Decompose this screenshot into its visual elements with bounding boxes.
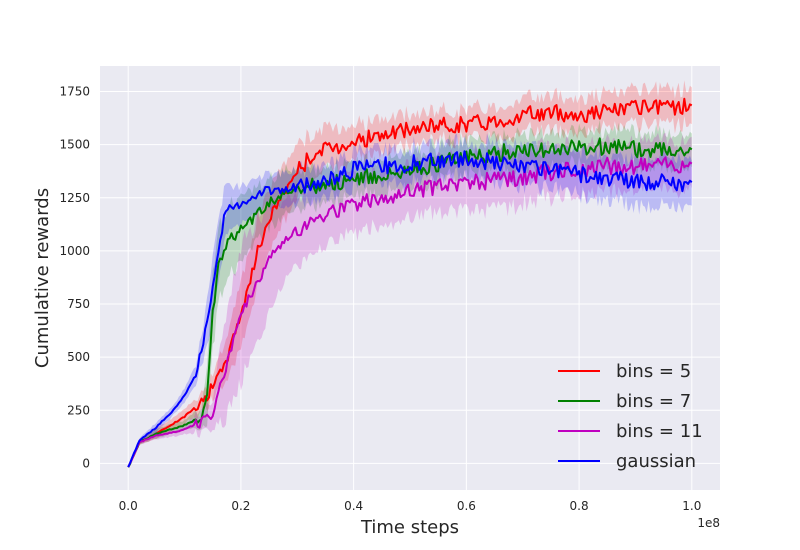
legend: bins = 5 bins = 7 bins = 11 gaussian [558,361,703,472]
x-tick-label: 1.0 [682,499,701,513]
x-tick-labels: 0.0 0.2 0.4 0.6 0.8 1.0 [119,499,702,513]
legend-label: bins = 11 [616,421,703,442]
x-tick-label: 0.4 [344,499,363,513]
y-tick-label: 750 [67,297,90,311]
y-tick-label: 250 [67,403,90,417]
y-tick-labels: 0 250 500 750 1000 1250 1500 1750 [59,85,90,471]
series-lines [127,97,693,468]
x-tick-label: 0.6 [457,499,476,513]
y-tick-label: 1750 [59,85,90,99]
series-line [127,137,693,468]
legend-label: gaussian [616,451,696,472]
series-line [127,150,693,468]
series-band [128,132,692,468]
series-line [127,156,693,468]
y-tick-label: 0 [82,456,90,470]
series-line [127,97,693,468]
legend-label: bins = 7 [616,391,691,412]
legend-label: bins = 5 [616,361,691,382]
x-tick-label: 0.0 [119,499,138,513]
x-axis-label: Time steps [360,517,459,538]
plot-area [100,66,720,490]
y-axis-label: Cumulative rewards [32,188,53,368]
y-tick-label: 500 [67,350,90,364]
x-tick-label: 0.8 [570,499,589,513]
x-tick-label: 0.2 [231,499,250,513]
x-axis-offset-label: 1e8 [697,516,720,530]
y-tick-label: 1000 [59,244,90,258]
y-tick-label: 1250 [59,191,90,205]
y-tick-label: 1500 [59,138,90,152]
